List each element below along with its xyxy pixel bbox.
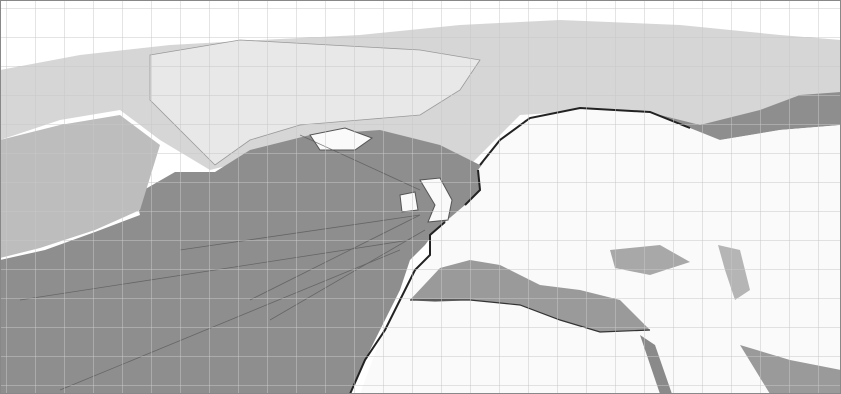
- shipping-density-map: [0, 0, 841, 394]
- graticule: [0, 0, 841, 394]
